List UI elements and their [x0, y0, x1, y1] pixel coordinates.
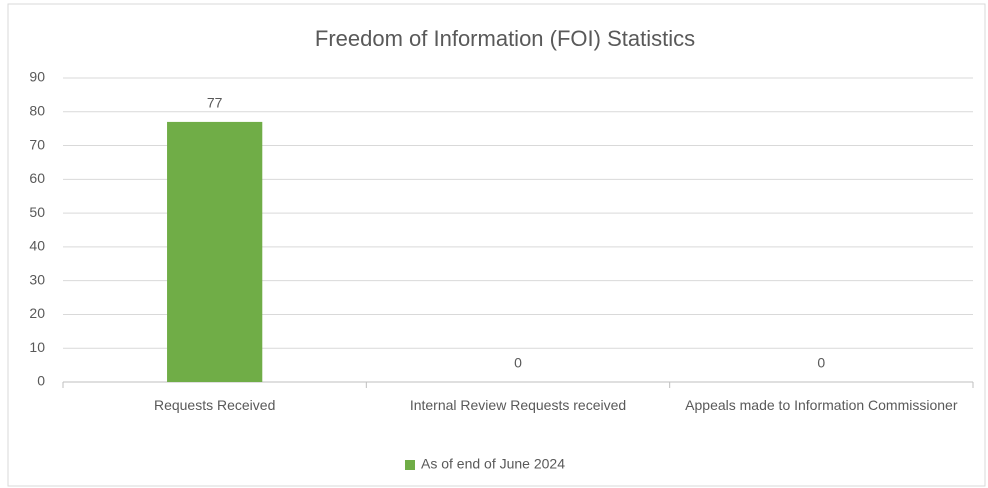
y-tick-label: 70: [29, 136, 45, 152]
y-tick-label: 80: [29, 102, 45, 118]
y-tick-label: 20: [29, 305, 45, 321]
y-tick-label: 40: [29, 238, 45, 254]
data-label: 0: [514, 355, 522, 371]
y-tick-label: 60: [29, 170, 45, 186]
chart-title: Freedom of Information (FOI) Statistics: [315, 26, 695, 51]
x-tick-label: Requests Received: [153, 397, 276, 413]
bar: [167, 121, 263, 383]
legend-label: As of end of June 2024: [421, 456, 565, 472]
y-tick-label: 90: [29, 69, 45, 85]
data-label: 77: [207, 95, 223, 111]
x-tick-label: Internal Review Requests received: [409, 397, 627, 413]
y-tick-label: 50: [29, 204, 45, 220]
legend-swatch: [405, 460, 415, 470]
y-tick-label: 10: [29, 339, 45, 355]
y-tick-label: 30: [29, 271, 45, 287]
x-tick-label: Appeals made to Information Commissioner: [685, 397, 958, 413]
y-tick-label: 0: [37, 373, 45, 389]
data-label: 0: [817, 355, 825, 371]
